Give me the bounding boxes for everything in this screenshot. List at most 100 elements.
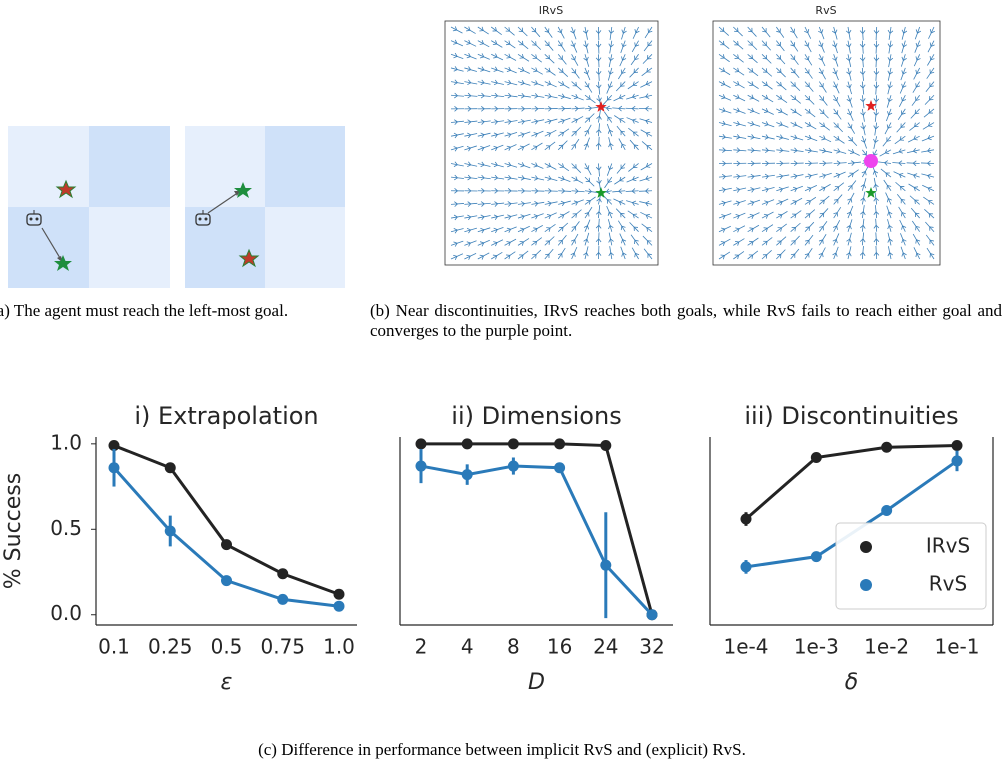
stream-arrow: [621, 252, 627, 257]
stream-arrow: [507, 161, 512, 168]
stream-arrow: [887, 252, 893, 257]
stream-arrow: [632, 213, 638, 219]
stream-arrow: [915, 83, 921, 88]
stream-arrow: [534, 175, 539, 181]
stream-arrow: [820, 122, 826, 128]
stream-arrow: [749, 240, 754, 246]
stream-arrow: [832, 225, 838, 230]
stream-arrow: [621, 29, 627, 34]
stream-arrow: [736, 134, 741, 140]
stream-arrow: [647, 41, 652, 47]
point: [415, 460, 427, 472]
y-tick-label: 0.0: [50, 601, 82, 625]
stream-arrow: [480, 214, 485, 221]
stream-arrow: [506, 145, 512, 151]
stream-arrow: [520, 214, 525, 220]
stream-arrow: [467, 79, 472, 86]
stream-arrow: [645, 80, 651, 86]
goal-star: [595, 187, 607, 198]
stream-arrow: [762, 41, 767, 46]
stream-arrow: [734, 240, 740, 246]
stream-arrow: [547, 175, 552, 181]
stream-arrow: [808, 160, 813, 167]
stream-arrow: [506, 66, 512, 72]
stream-arrow: [720, 67, 726, 73]
stream-arrow: [793, 173, 798, 180]
stream-arrow: [792, 186, 798, 193]
stream-arrow: [848, 137, 853, 142]
x-tick-label: 2: [415, 635, 428, 659]
point: [554, 462, 566, 474]
stream-arrow: [721, 107, 726, 113]
stream-arrow: [467, 201, 472, 207]
stream-arrow: [927, 186, 933, 192]
stream-arrow: [608, 224, 614, 230]
stream-arrow: [479, 53, 485, 59]
stream-arrow: [859, 84, 866, 89]
x-tick-label: 1e-2: [864, 635, 909, 659]
stream-arrow: [849, 148, 855, 154]
stream-arrow: [595, 57, 602, 62]
stream-arrow: [860, 125, 866, 130]
stream-arrow: [467, 188, 472, 194]
stream-arrow: [901, 225, 907, 230]
stream-arrow: [899, 136, 904, 141]
stream-arrow: [929, 226, 934, 231]
stream-arrow: [583, 225, 590, 230]
stream-arrow: [818, 252, 824, 258]
caption-c: (c) Difference in performance between im…: [258, 740, 746, 759]
stream-arrow: [646, 67, 651, 73]
point: [600, 559, 612, 571]
x-tick-label: 0.75: [260, 635, 305, 659]
stream-arrow: [790, 55, 796, 60]
point: [277, 568, 289, 580]
caption-b: (b) Near discontinuities, IRvS reaches b…: [370, 301, 1002, 340]
stream-arrow: [735, 94, 740, 100]
stream-arrow: [595, 129, 602, 134]
stream-plot-title: RvS: [815, 4, 836, 17]
stream-arrow: [480, 174, 485, 181]
stream-arrow: [558, 239, 563, 245]
stream-arrow: [777, 227, 783, 232]
stream-arrow: [493, 214, 499, 220]
stream-arrow: [573, 118, 578, 124]
stream-arrow: [790, 68, 796, 74]
stream-arrow: [873, 111, 880, 116]
stream-arrow: [561, 105, 566, 112]
stream-arrow: [645, 200, 650, 207]
legend-marker: [860, 579, 872, 591]
point: [277, 593, 289, 605]
stream-arrow: [929, 239, 935, 245]
point: [507, 438, 519, 450]
stream-arrow: [572, 164, 577, 169]
stream-arrow: [571, 69, 577, 74]
stream-arrow: [453, 52, 458, 59]
stream-arrow: [860, 138, 867, 143]
stream-arrow: [721, 173, 727, 180]
stream-arrow: [719, 27, 725, 32]
x-axis-label: δ: [845, 670, 858, 695]
stream-arrow: [545, 54, 550, 60]
stream-arrow: [571, 143, 577, 149]
stream-arrow: [583, 70, 590, 75]
stream-arrow: [545, 240, 551, 245]
stream-arrow: [583, 143, 589, 148]
stream-arrow: [620, 143, 626, 149]
stream-arrow: [632, 175, 637, 182]
stream-arrow: [819, 109, 825, 114]
stream-arrow: [927, 173, 932, 179]
stream-arrow: [720, 241, 726, 246]
stream-arrow: [546, 80, 552, 86]
stream-arrow: [607, 211, 613, 216]
stream-arrow: [466, 53, 472, 59]
stream-arrow: [887, 97, 893, 103]
stream-arrow: [454, 92, 459, 99]
stream-arrow: [452, 26, 458, 32]
stream-arrow: [734, 67, 740, 73]
stream-arrow: [480, 66, 485, 72]
stream-arrow: [886, 137, 891, 142]
stream-arrow: [750, 120, 755, 127]
stream-arrow: [736, 187, 741, 193]
stream-arrow: [735, 81, 740, 86]
stream-arrow: [467, 174, 472, 181]
